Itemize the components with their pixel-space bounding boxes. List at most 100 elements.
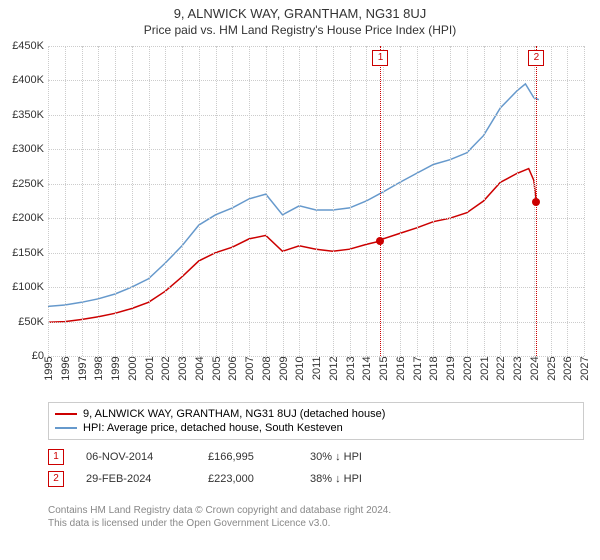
legend-swatch	[55, 427, 77, 429]
sale-price: £223,000	[208, 473, 288, 485]
gridline-v	[249, 46, 250, 356]
sale-marker-box: 2	[528, 50, 544, 66]
gridline-v	[48, 46, 49, 356]
gridline-v	[283, 46, 284, 356]
xtick-label: 2017	[417, 348, 429, 372]
series-hpi	[48, 84, 539, 307]
sale-marker-dot	[532, 198, 540, 206]
xtick-label: 2004	[199, 348, 211, 372]
ytick-label: £50K	[18, 316, 44, 328]
gridline-v	[316, 46, 317, 356]
sale-marker-dot	[376, 237, 384, 245]
gridline-v	[500, 46, 501, 356]
xtick-label: 1998	[98, 348, 110, 372]
xtick-label: 2023	[517, 348, 529, 372]
gridline-v	[65, 46, 66, 356]
gridline-v	[299, 46, 300, 356]
sale-date: 29-FEB-2024	[86, 473, 186, 485]
footer-line-2: This data is licensed under the Open Gov…	[48, 517, 391, 530]
gridline-v	[333, 46, 334, 356]
legend-label: HPI: Average price, detached house, Sout…	[83, 422, 343, 434]
xtick-label: 1999	[115, 348, 127, 372]
ytick-label: £250K	[12, 178, 44, 190]
gridline-v	[216, 46, 217, 356]
xtick-label: 2012	[333, 348, 345, 372]
xtick-label: 2013	[350, 348, 362, 372]
sales-table: 1 06-NOV-2014 £166,995 30% ↓ HPI 2 29-FEB-202…	[48, 446, 410, 490]
sale-row: 1 06-NOV-2014 £166,995 30% ↓ HPI	[48, 446, 410, 468]
gridline-v	[450, 46, 451, 356]
gridline-v	[266, 46, 267, 356]
xtick-label: 2020	[467, 348, 479, 372]
xtick-label: 2006	[232, 348, 244, 372]
xtick-label: 2001	[149, 348, 161, 372]
gridline-v	[132, 46, 133, 356]
gridline-v	[567, 46, 568, 356]
footer-line-1: Contains HM Land Registry data © Crown c…	[48, 504, 391, 517]
ytick-label: £350K	[12, 109, 44, 121]
sale-diff: 38% ↓ HPI	[310, 473, 410, 485]
gridline-v	[115, 46, 116, 356]
gridline-v	[433, 46, 434, 356]
gridline-v	[366, 46, 367, 356]
sale-row: 2 29-FEB-2024 £223,000 38% ↓ HPI	[48, 468, 410, 490]
legend-label: 9, ALNWICK WAY, GRANTHAM, NG31 8UJ (deta…	[83, 408, 385, 420]
xtick-label: 2016	[400, 348, 412, 372]
sale-row-marker: 1	[48, 449, 64, 465]
xtick-label: 2010	[299, 348, 311, 372]
xtick-label: 2007	[249, 348, 261, 372]
gridline-v	[383, 46, 384, 356]
gridline-v	[350, 46, 351, 356]
xtick-label: 2002	[165, 348, 177, 372]
gridline-v	[467, 46, 468, 356]
xtick-label: 2011	[316, 348, 328, 372]
xtick-label: 2018	[433, 348, 445, 372]
xtick-label: 2008	[266, 348, 278, 372]
sale-diff: 30% ↓ HPI	[310, 451, 410, 463]
chart-container: 9, ALNWICK WAY, GRANTHAM, NG31 8UJ Price…	[0, 0, 600, 560]
sale-row-marker: 2	[48, 471, 64, 487]
gridline-v	[149, 46, 150, 356]
xtick-label: 2014	[366, 348, 378, 372]
sale-vline	[380, 46, 381, 356]
gridline-v	[232, 46, 233, 356]
ytick-label: £400K	[12, 74, 44, 86]
xtick-label: 2022	[500, 348, 512, 372]
plot-area: £0£50K£100K£150K£200K£250K£300K£350K£400…	[48, 46, 584, 356]
xtick-label: 2003	[182, 348, 194, 372]
xtick-label: 2019	[450, 348, 462, 372]
sale-marker-box: 1	[372, 50, 388, 66]
ytick-label: £300K	[12, 143, 44, 155]
gridline-v	[182, 46, 183, 356]
xtick-label: 2027	[584, 348, 596, 372]
gridline-v	[484, 46, 485, 356]
sale-price: £166,995	[208, 451, 288, 463]
xtick-label: 2025	[551, 348, 563, 372]
gridline-v	[417, 46, 418, 356]
xtick-label: 1996	[65, 348, 77, 372]
xtick-label: 2000	[132, 348, 144, 372]
footer-text: Contains HM Land Registry data © Crown c…	[48, 504, 391, 530]
xtick-label: 2005	[216, 348, 228, 372]
gridline-v	[400, 46, 401, 356]
gridline-v	[584, 46, 585, 356]
gridline-v	[517, 46, 518, 356]
xtick-label: 1997	[82, 348, 94, 372]
chart-subtitle: Price paid vs. HM Land Registry's House …	[0, 21, 600, 41]
gridline-v	[199, 46, 200, 356]
gridline-v	[82, 46, 83, 356]
legend-swatch	[55, 413, 77, 415]
ytick-label: £200K	[12, 212, 44, 224]
gridline-v	[98, 46, 99, 356]
xtick-label: 1995	[48, 348, 60, 372]
legend-row: 9, ALNWICK WAY, GRANTHAM, NG31 8UJ (deta…	[55, 407, 577, 421]
gridline-v	[551, 46, 552, 356]
series-property	[48, 169, 536, 323]
legend-row: HPI: Average price, detached house, Sout…	[55, 421, 577, 435]
chart-title: 9, ALNWICK WAY, GRANTHAM, NG31 8UJ	[0, 0, 600, 21]
ytick-label: £100K	[12, 281, 44, 293]
gridline-v	[165, 46, 166, 356]
xtick-label: 2026	[567, 348, 579, 372]
xtick-label: 2009	[283, 348, 295, 372]
sale-date: 06-NOV-2014	[86, 451, 186, 463]
